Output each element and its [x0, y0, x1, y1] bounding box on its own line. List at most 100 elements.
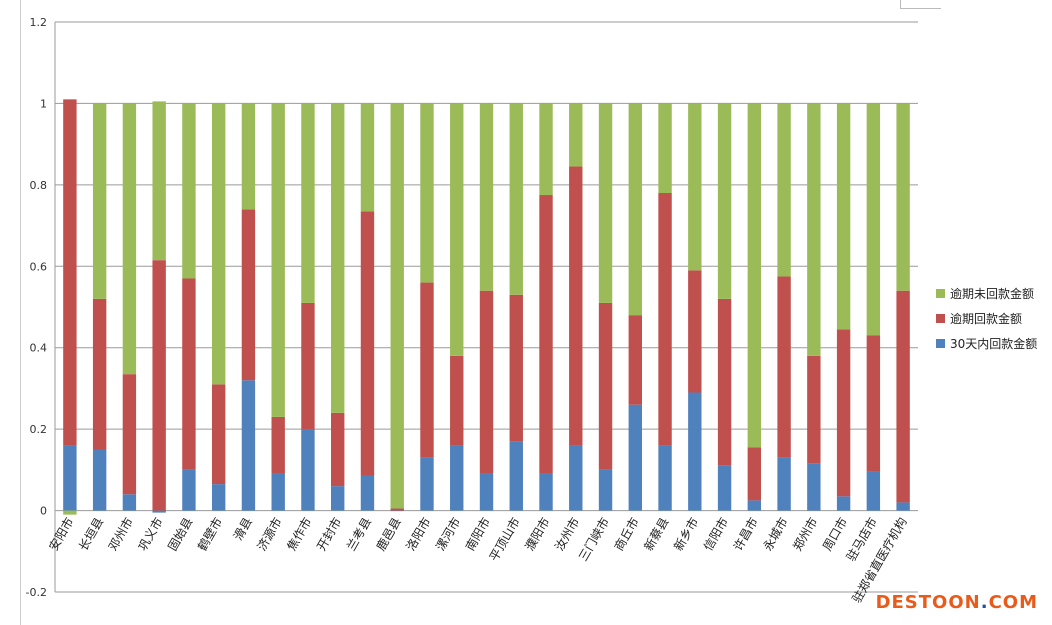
x-tick-label: 永城市: [760, 515, 791, 554]
watermark-logo: DESTOON.COM: [876, 592, 1038, 613]
y-axis-ticks: 1.2 1 0.8 0.6 0.4 0.2 0 -0.2: [26, 16, 47, 599]
y-tick-label: 1: [40, 97, 47, 110]
corner-decoration: [900, 0, 941, 9]
x-tick-label: 新乡市: [670, 515, 701, 554]
bar-segment: [92, 298, 107, 450]
bar-segment: [241, 209, 256, 381]
bar-segment: [688, 270, 702, 393]
bar-segment: [807, 103, 821, 356]
bar-segment: [747, 103, 762, 448]
bar-segment: [479, 103, 494, 291]
bar-segment: [360, 475, 375, 511]
legend-swatch: [936, 314, 945, 323]
bar-segment: [450, 445, 464, 511]
legend-label: 逾期回款金额: [950, 311, 1022, 326]
x-tick-label: 邓州市: [105, 515, 136, 554]
bar-segment: [509, 294, 523, 442]
bar-segment: [628, 315, 642, 405]
y-tick-label: 0.6: [30, 260, 48, 273]
bar-segment: [717, 465, 732, 511]
bar-segment: [688, 392, 702, 511]
bar-segment: [301, 103, 315, 303]
bar-segment: [152, 101, 166, 261]
bar-segment: [301, 302, 315, 430]
bar-segment: [360, 211, 375, 476]
x-tick-label: 许昌市: [730, 515, 761, 554]
x-tick-label: 洛阳市: [403, 515, 434, 554]
x-tick-label: 鹿邑县: [373, 515, 404, 554]
x-tick-label: 信阳市: [700, 515, 731, 554]
watermark-main: DESTOON: [875, 592, 981, 613]
bar-segment: [717, 103, 732, 299]
bar-segment: [122, 374, 137, 495]
x-tick-label: 开封市: [313, 515, 344, 554]
bar-segment: [836, 329, 851, 497]
bar-segment: [450, 355, 464, 446]
x-tick-label: 新蔡县: [641, 515, 672, 554]
bar-segment: [509, 103, 523, 295]
bar-segment: [539, 473, 553, 511]
y-tick-label: 0: [40, 505, 47, 518]
bar-segment: [390, 508, 404, 511]
bar-segment: [301, 429, 315, 511]
x-tick-label: 济源市: [254, 515, 285, 554]
bar-segment: [628, 404, 642, 511]
bar-segment: [628, 103, 642, 316]
x-tick-label: 鹤壁市: [194, 515, 225, 554]
x-tick-label: 安阳市: [45, 515, 76, 554]
bar-segment: [152, 510, 166, 513]
bar-segment: [717, 298, 732, 466]
bar-segment: [450, 103, 464, 356]
bar-segment: [569, 166, 583, 446]
bar-segment: [598, 103, 613, 303]
y-tick-label: 1.2: [30, 16, 48, 29]
bar-segment: [777, 103, 791, 277]
x-tick-label: 漯河市: [432, 515, 463, 554]
x-tick-label: 固始县: [165, 515, 195, 553]
bar-segment: [271, 103, 285, 417]
watermark-dot: .: [980, 592, 989, 613]
bar-segment: [182, 103, 196, 279]
bar-segment: [420, 457, 434, 511]
bar-segment: [807, 355, 821, 464]
x-tick-label: 周口市: [819, 515, 850, 554]
x-tick-label: 长垣县: [76, 515, 106, 553]
x-tick-label: 滑县: [231, 515, 255, 543]
bar-segment: [658, 103, 672, 193]
y-tick-label: 0.4: [30, 342, 48, 355]
bar-segment: [360, 103, 375, 212]
bar-segment: [211, 484, 226, 511]
bar-segment: [539, 195, 553, 474]
bar-segment: [420, 282, 434, 458]
legend-label: 30天内回款金额: [950, 336, 1037, 351]
bar-segment: [569, 103, 583, 167]
x-tick-label: 汝州市: [551, 515, 582, 554]
bar-segment: [271, 473, 285, 511]
bar-segment: [866, 471, 881, 511]
bar-segment: [658, 445, 672, 511]
bar-segment: [122, 494, 137, 511]
bar-segment: [777, 276, 791, 458]
bar-segment: [896, 502, 910, 511]
bar-segment: [569, 445, 583, 511]
left-border-line: [20, 0, 21, 625]
x-tick-label: 商丘市: [611, 515, 642, 554]
bar-segment: [807, 463, 821, 511]
bar-segment: [479, 290, 494, 474]
bar-segment: [390, 103, 404, 509]
bar-segment: [92, 103, 107, 299]
x-tick-label: 兰考县: [344, 515, 374, 553]
bars: [63, 99, 910, 515]
x-tick-label: 南阳市: [462, 515, 493, 554]
bar-segment: [182, 469, 196, 511]
legend-swatch: [936, 339, 945, 348]
bar-segment: [836, 496, 851, 511]
y-tick-label: -0.2: [26, 586, 47, 599]
watermark-tail: COM: [988, 592, 1038, 613]
bar-segment: [747, 447, 762, 501]
legend-swatch: [936, 289, 945, 298]
bar-segment: [420, 103, 434, 283]
bar-segment: [122, 103, 137, 375]
